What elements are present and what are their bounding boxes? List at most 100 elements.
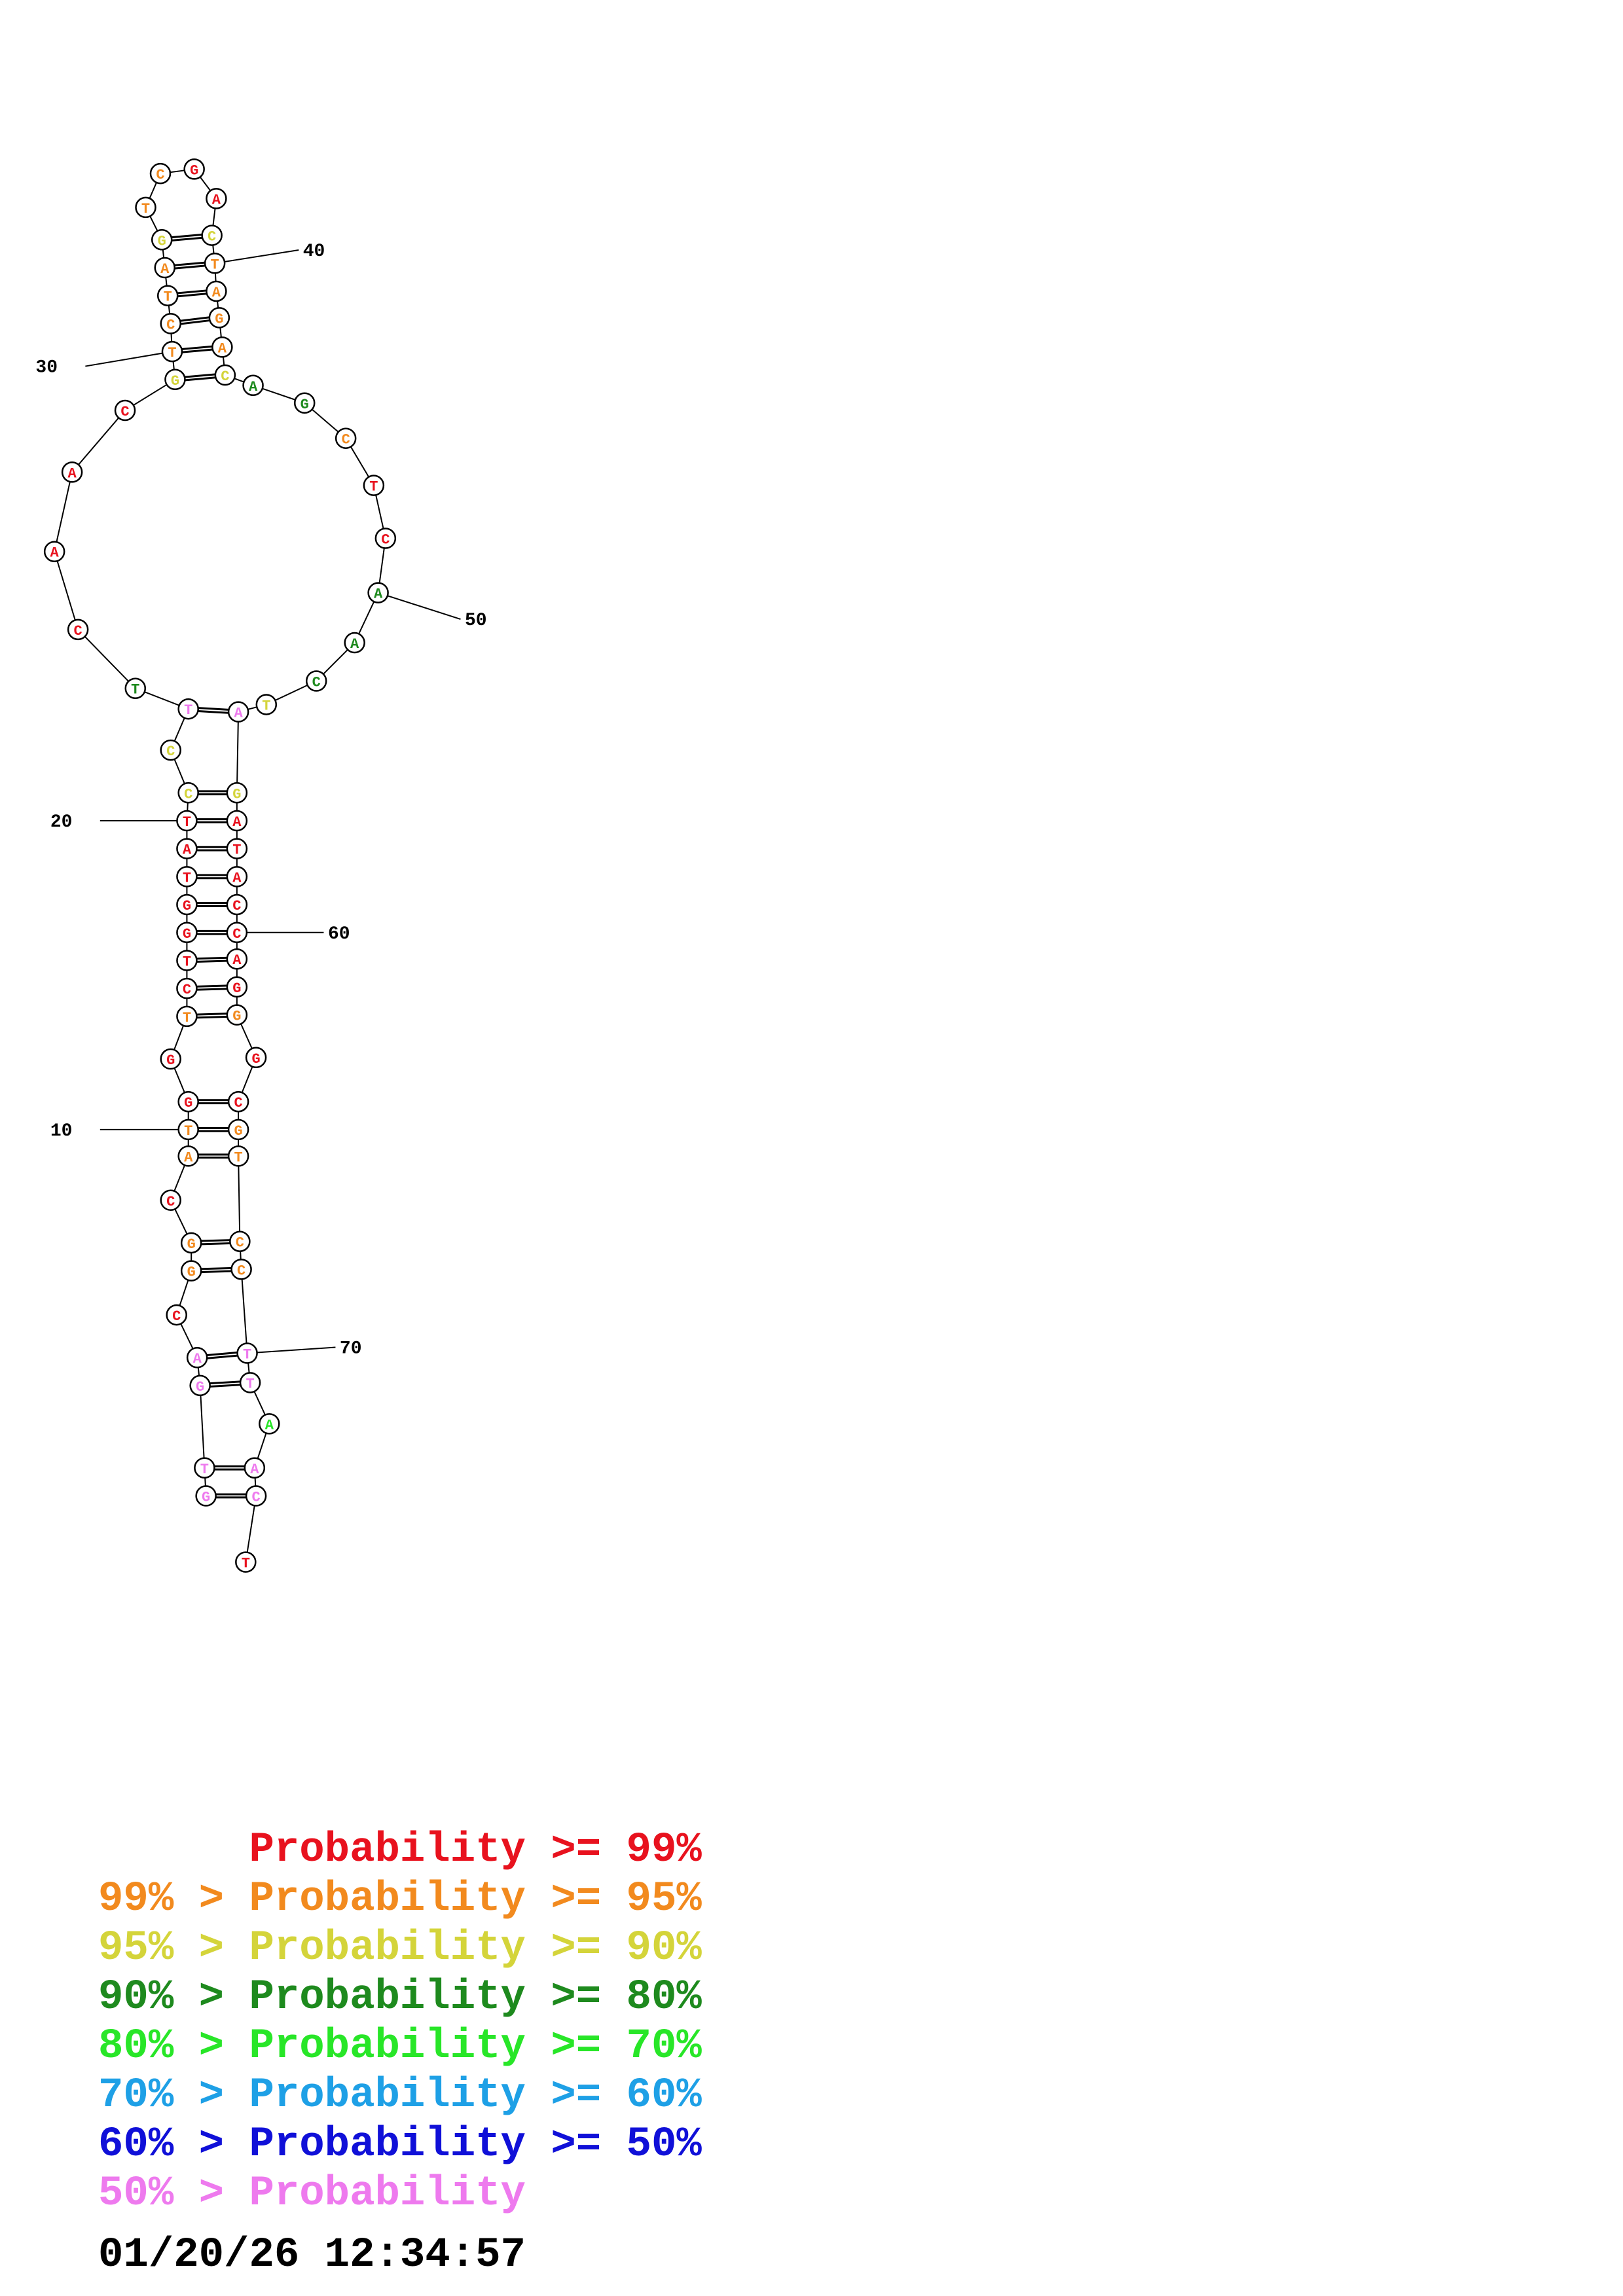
nucleotide-base: G bbox=[215, 311, 223, 327]
nucleotide-base: C bbox=[232, 898, 241, 914]
nucleotide-base: A bbox=[249, 379, 258, 395]
nucleotide-circle bbox=[363, 475, 385, 496]
nucleotide-circle bbox=[176, 977, 198, 999]
nucleotide-circle bbox=[255, 694, 278, 715]
nucleotide-base: C bbox=[342, 432, 350, 448]
nucleotide-circle bbox=[208, 307, 230, 329]
nucleotide: T bbox=[235, 1551, 257, 1573]
nucleotide: G bbox=[177, 1090, 199, 1113]
nucleotide: A bbox=[226, 866, 248, 888]
nucleotide-circle bbox=[335, 427, 357, 449]
legend-entry: 95% > Probability >= 90% bbox=[98, 1925, 702, 1972]
nucleotide-base: A bbox=[183, 842, 192, 859]
nucleotide-circle bbox=[160, 1189, 181, 1211]
nucleotide-circle bbox=[176, 838, 198, 859]
nucleotide-circle bbox=[367, 582, 389, 603]
nucleotide-circle bbox=[176, 893, 198, 916]
nucleotide-circle bbox=[176, 810, 198, 832]
nucleotide-circle bbox=[204, 253, 226, 274]
nucleotide: C bbox=[245, 1485, 267, 1507]
nucleotide-circle bbox=[189, 1374, 211, 1397]
nucleotide: A bbox=[226, 948, 248, 970]
nucleotide-base: T bbox=[211, 257, 219, 273]
nucleotide-base: T bbox=[183, 870, 191, 886]
nucleotide-base: C bbox=[234, 1095, 242, 1111]
nucleotide-base: C bbox=[184, 786, 192, 802]
nucleotide: C bbox=[229, 1230, 251, 1252]
nucleotide: C bbox=[160, 1189, 181, 1211]
tick-label: 40 bbox=[303, 242, 325, 262]
nucleotide-circle bbox=[226, 866, 248, 888]
nucleotide-circle bbox=[180, 1260, 202, 1282]
nucleotide-base: C bbox=[74, 623, 82, 639]
nucleotide: C bbox=[226, 922, 248, 944]
nucleotide-circle bbox=[214, 364, 236, 386]
nucleotide-base: A bbox=[250, 1462, 259, 1478]
nucleotide-circle bbox=[161, 340, 183, 363]
nucleotide-base: T bbox=[183, 954, 191, 970]
nucleotide: T bbox=[176, 810, 198, 832]
nucleotide: G bbox=[151, 229, 173, 251]
nucleotide-base: G bbox=[232, 1009, 241, 1025]
nucleotide-circle bbox=[201, 224, 223, 246]
nucleotide: G bbox=[208, 307, 230, 329]
nucleotide-base: G bbox=[183, 926, 191, 942]
nucleotide-base: A bbox=[160, 261, 170, 278]
nucleotide-circle bbox=[43, 541, 65, 562]
nucleotide-base: C bbox=[251, 1489, 260, 1505]
nucleotide: G bbox=[227, 1119, 249, 1141]
nucleotide-base: A bbox=[184, 1149, 193, 1166]
nucleotide-circle bbox=[226, 893, 248, 916]
nucleotide: A bbox=[211, 336, 233, 358]
nucleotide-base: T bbox=[234, 1149, 242, 1166]
nucleotide-base: T bbox=[184, 1123, 192, 1139]
tick-label: 10 bbox=[50, 1121, 73, 1141]
nucleotide-base: A bbox=[212, 285, 221, 301]
nucleotide: T bbox=[363, 475, 385, 496]
backbone-segment bbox=[236, 711, 240, 793]
nucleotide-circle bbox=[160, 1048, 181, 1070]
nucleotide-base: T bbox=[168, 345, 176, 361]
nucleotide-base: G bbox=[190, 162, 198, 179]
nucleotide-base: A bbox=[232, 952, 242, 969]
nucleotide: G bbox=[195, 1485, 217, 1507]
nucleotide: G bbox=[180, 1260, 202, 1282]
nucleotide-base: G bbox=[158, 233, 166, 249]
nucleotide-base: C bbox=[232, 926, 241, 942]
nucleotide-circle bbox=[177, 1145, 199, 1167]
nucleotide-circle bbox=[124, 677, 147, 699]
nucleotide: T bbox=[176, 866, 198, 888]
nucleotide: G bbox=[183, 158, 205, 180]
nucleotide: G bbox=[226, 782, 248, 804]
nucleotide-circle bbox=[239, 1372, 261, 1393]
nucleotide-base: T bbox=[369, 479, 378, 495]
nucleotide-base: T bbox=[200, 1462, 209, 1478]
nucleotide: C bbox=[226, 893, 248, 916]
nucleotide-circle bbox=[229, 1230, 251, 1252]
nucleotide-base: G bbox=[187, 1265, 196, 1281]
nucleotide: T bbox=[176, 1005, 198, 1028]
tick-line bbox=[378, 592, 461, 620]
nucleotide: G bbox=[226, 1004, 248, 1026]
nucleotide-base: C bbox=[166, 1194, 175, 1210]
nucleotide: A bbox=[177, 1145, 199, 1167]
nucleotide: A bbox=[227, 701, 249, 723]
nucleotide-circle bbox=[259, 1413, 280, 1435]
nucleotide-base: G bbox=[183, 898, 191, 914]
nucleotide-base: C bbox=[221, 368, 229, 385]
nucleotide-base: T bbox=[232, 842, 241, 859]
nucleotide-circle bbox=[227, 1119, 249, 1141]
tick-line bbox=[214, 249, 299, 264]
legend-entry: 90% > Probability >= 80% bbox=[98, 1974, 702, 2021]
nucleotide-circle bbox=[235, 1551, 257, 1573]
nucleotide-circle bbox=[206, 280, 227, 302]
nucleotide-circle bbox=[160, 739, 181, 761]
nucleotide: A bbox=[206, 188, 227, 209]
nucleotide-circle bbox=[242, 374, 264, 397]
nucleotide: A bbox=[226, 810, 248, 832]
nucleotide: G bbox=[245, 1047, 267, 1069]
nucleotide-circle bbox=[226, 948, 248, 970]
nucleotide-base: C bbox=[172, 1308, 181, 1325]
legend-entry: 70% > Probability >= 60% bbox=[98, 2072, 702, 2119]
